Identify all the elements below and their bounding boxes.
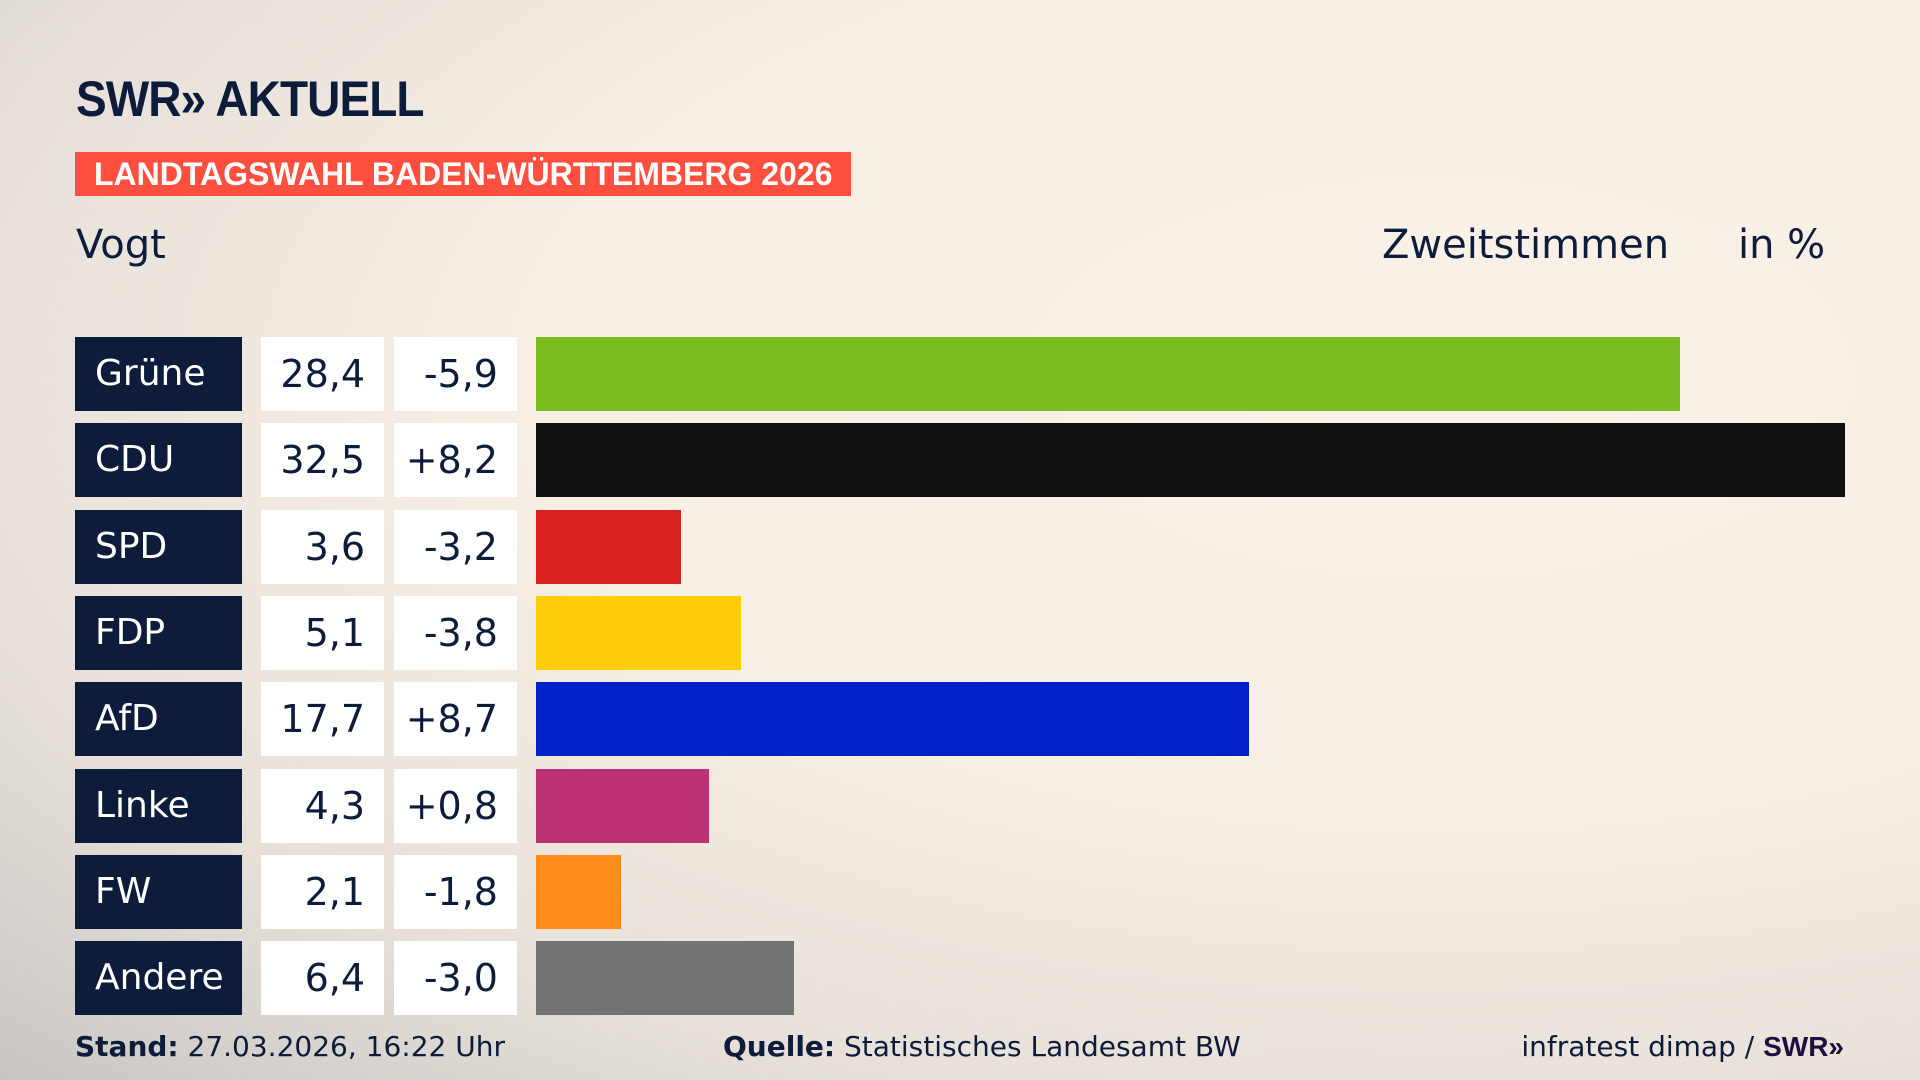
- source-label: Quelle:: [723, 1030, 836, 1063]
- vote-share-bar: [536, 595, 742, 670]
- credit: infratest dimap / SWR»: [1521, 1030, 1844, 1063]
- vote-change-label: -3,0: [394, 941, 517, 1016]
- party-name: FDP: [75, 595, 242, 670]
- vote-change-label: -3,8: [394, 595, 517, 670]
- vote-share-label: 5,1: [261, 595, 384, 670]
- vote-share-label: 4,3: [261, 768, 384, 843]
- stand-label: Stand:: [75, 1030, 179, 1063]
- party-name: Andere: [75, 941, 242, 1016]
- party-name: Grüne: [75, 337, 242, 411]
- vote-share-bar: [536, 423, 1845, 498]
- stand-value: 27.03.2026, 16:22 Uhr: [178, 1030, 505, 1063]
- vote-change-label: +0,8: [394, 768, 517, 843]
- timestamp: Stand: 27.03.2026, 16:22 Uhr: [75, 1030, 505, 1063]
- vote-share-label: 3,6: [261, 509, 384, 584]
- swr-logo: SWR»: [1763, 1031, 1844, 1062]
- unit-label: in %: [1738, 222, 1826, 268]
- party-name: AfD: [75, 682, 242, 757]
- vote-share-label: 17,7: [261, 682, 384, 757]
- vote-change-label: +8,2: [394, 423, 517, 498]
- vote-share-bar: [536, 768, 710, 843]
- vote-share-bar: [536, 509, 681, 584]
- vote-share-label: 32,5: [261, 423, 384, 498]
- vote-share-label: 28,4: [261, 337, 384, 411]
- vote-change-label: +8,7: [394, 682, 517, 757]
- party-name: FW: [75, 854, 242, 929]
- vote-change-label: -3,2: [394, 509, 517, 584]
- source-value: Statistisches Landesamt BW: [835, 1030, 1241, 1063]
- credit-text: infratest dimap /: [1521, 1030, 1764, 1063]
- vote-share-bar: [536, 941, 794, 1016]
- vote-share-bar: [536, 337, 1680, 411]
- constituency-title: Vogt: [76, 222, 166, 268]
- party-name: CDU: [75, 423, 242, 498]
- vote-share-label: 2,1: [261, 854, 384, 929]
- measure-label: Zweitstimmen: [1382, 222, 1670, 268]
- swr-aktuell-logo: SWR» AKTUELL: [76, 71, 424, 127]
- vote-share-bar: [536, 682, 1249, 757]
- vote-change-label: -1,8: [394, 854, 517, 929]
- vote-change-label: -5,9: [394, 337, 517, 411]
- party-name: Linke: [75, 768, 242, 843]
- vote-share-label: 6,4: [261, 941, 384, 1016]
- party-name: SPD: [75, 509, 242, 584]
- vote-share-bar: [536, 854, 621, 929]
- election-banner: LANDTAGSWAHL BADEN-WÜRTTEMBERG 2026: [75, 152, 852, 196]
- source: Quelle: Statistisches Landesamt BW: [723, 1030, 1241, 1063]
